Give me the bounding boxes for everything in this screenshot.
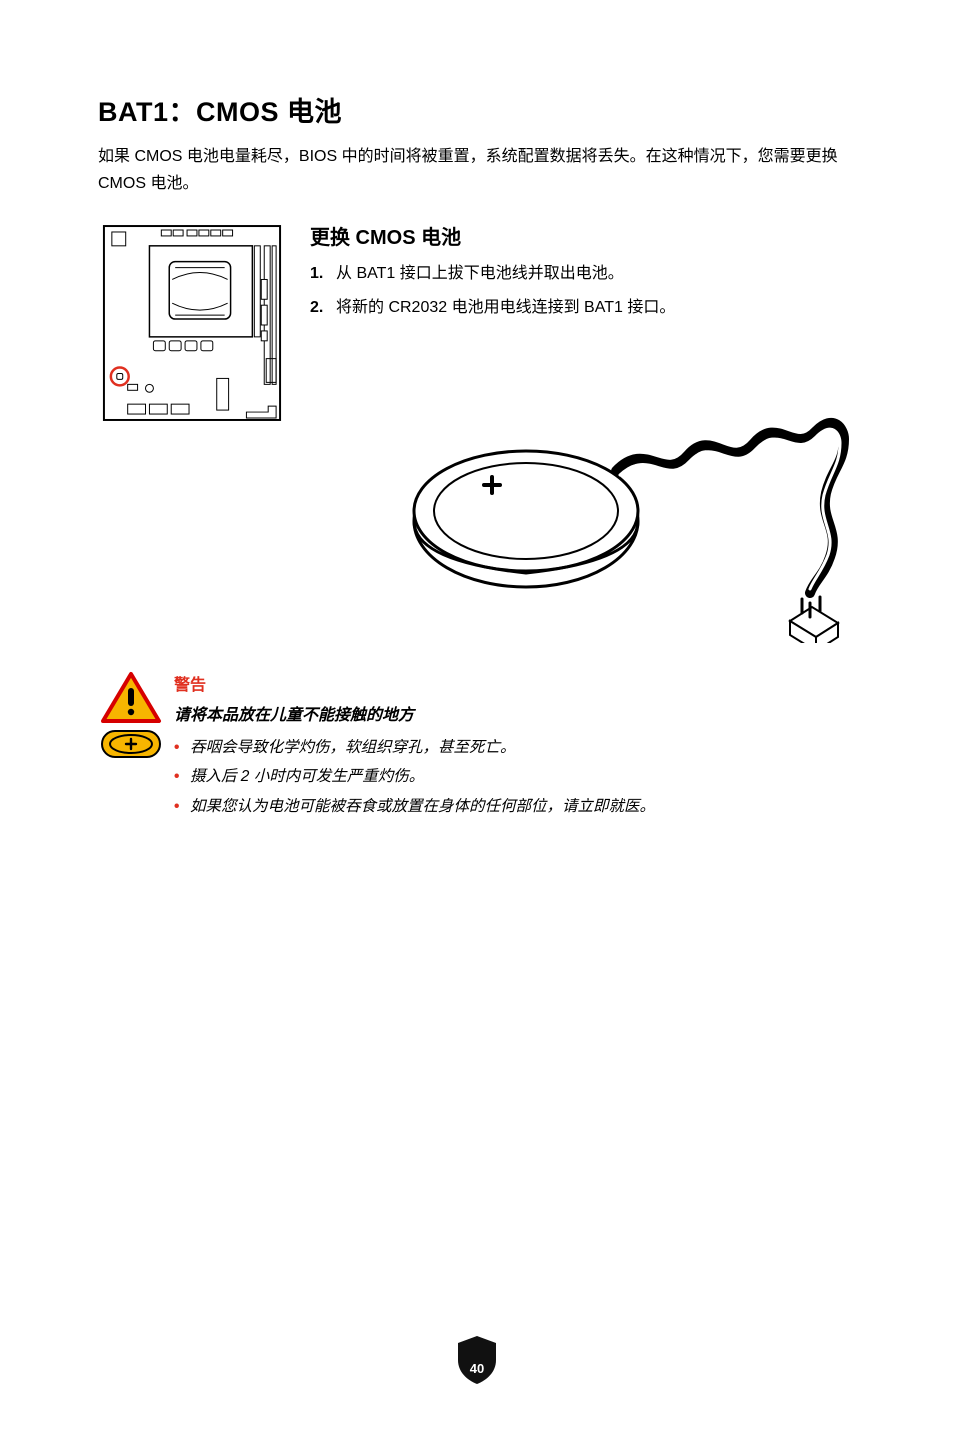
coin-cell-small-icon [100,729,162,759]
warning-icons [98,671,164,821]
right-column: 更换 CMOS 电池 1. 从 BAT1 接口上拔下电池线并取出电池。 2. 将… [310,219,856,642]
step-text: 将新的 CR2032 电池用电线连接到 BAT1 接口。 [336,294,675,321]
step-number: 2. [310,294,330,321]
document-page: BAT1：CMOS 电池 如果 CMOS 电池电量耗尽，BIOS 中的时间将被重… [0,0,954,1432]
cable-icon [616,423,844,593]
motherboard-svg [98,219,286,429]
warning-subtitle: 请将本品放在儿童不能接触的地方 [174,701,856,725]
warning-text: 警告 请将本品放在儿童不能接触的地方 吞咽会导致化学灼伤，软组织穿孔，甚至死亡。… [174,671,856,821]
page-number-badge [454,1334,500,1386]
warning-bullet: 如果您认为电池可能被吞食或放置在身体的任何部位，请立即就医。 [174,792,856,821]
battery-figure [396,343,856,643]
connector-icon [790,597,838,643]
step-number: 1. [310,260,330,287]
page-title: BAT1：CMOS 电池 [98,90,856,129]
page-number: 40 [470,1361,484,1376]
step-text: 从 BAT1 接口上拔下电池线并取出电池。 [336,260,624,287]
warning-bullet: 吞咽会导致化学灼伤，软组织穿孔，甚至死亡。 [174,733,856,762]
shield-icon [454,1334,500,1386]
intro-paragraph: 如果 CMOS 电池电量耗尽，BIOS 中的时间将被重置，系统配置数据将丢失。在… [98,143,856,197]
coin-cell-icon [414,451,638,587]
warning-triangle-icon [100,671,162,725]
step-1: 1. 从 BAT1 接口上拔下电池线并取出电池。 [310,260,856,287]
replace-heading: 更换 CMOS 电池 [310,221,856,250]
warning-bullets: 吞咽会导致化学灼伤，软组织穿孔，甚至死亡。 摄入后 2 小时内可发生严重灼伤。 … [174,733,856,821]
warning-block: 警告 请将本品放在儿童不能接触的地方 吞咽会导致化学灼伤，软组织穿孔，甚至死亡。… [98,671,856,821]
battery-svg [396,343,856,643]
warning-label: 警告 [174,671,856,695]
warning-bullet: 摄入后 2 小时内可发生严重灼伤。 [174,762,856,791]
step-2: 2. 将新的 CR2032 电池用电线连接到 BAT1 接口。 [310,294,856,321]
motherboard-diagram [98,219,286,429]
content-row: 更换 CMOS 电池 1. 从 BAT1 接口上拔下电池线并取出电池。 2. 将… [98,219,856,642]
